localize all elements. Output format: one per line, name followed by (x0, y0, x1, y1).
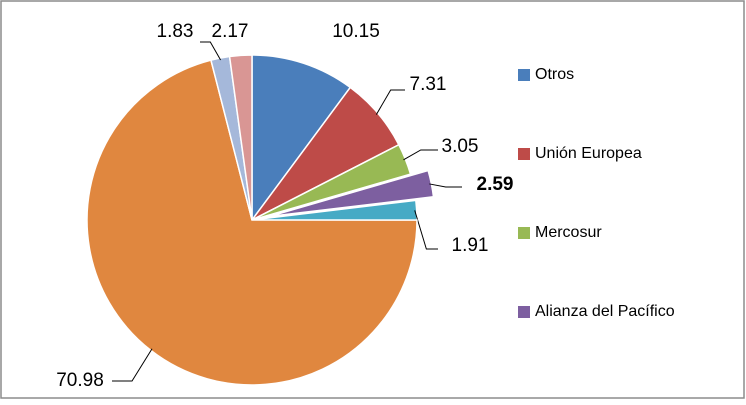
legend-label: Unión Europea (535, 145, 642, 162)
pie-slice (228, 54, 253, 221)
data-label: 1.83 (157, 21, 194, 42)
data-label: 2.17 (212, 21, 249, 42)
legend-label: Mercosur (535, 224, 602, 241)
data-label: 1.91 (452, 235, 489, 256)
data-label: 2.59 (477, 174, 514, 195)
pie-slice (269, 169, 435, 218)
leader-line (112, 348, 153, 382)
leader-line (429, 183, 462, 188)
data-label: 70.98 (56, 370, 104, 391)
legend-label: Otros (535, 66, 574, 83)
legend-swatch (518, 69, 530, 81)
data-label: 7.31 (410, 74, 447, 95)
legend-swatch (518, 306, 530, 318)
leader-line (200, 41, 222, 61)
leader-line (375, 89, 405, 115)
legend-swatch (518, 227, 530, 239)
legend-swatch (518, 148, 530, 160)
data-label: 3.05 (442, 136, 479, 157)
data-label: 10.15 (332, 21, 380, 42)
leader-line (414, 210, 438, 250)
legend-label: Alianza del Pacífico (535, 303, 675, 320)
leader-line (403, 149, 438, 161)
pie-slice (251, 54, 352, 223)
